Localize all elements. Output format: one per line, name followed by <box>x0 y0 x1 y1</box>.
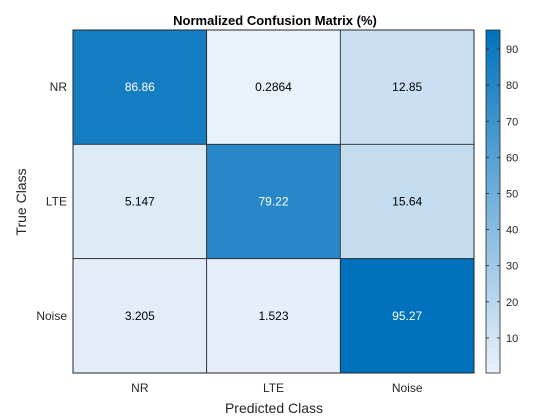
cell-value-label: 3.205 <box>125 309 155 323</box>
cell-value-label: 0.2864 <box>255 80 292 94</box>
colorbar-tick-label: 70 <box>506 116 518 128</box>
colorbar-tick-label: 40 <box>506 225 518 237</box>
cell-value-label: 86.86 <box>125 80 155 94</box>
x-tick-label: LTE <box>263 381 284 395</box>
colorbar-tick-label: 20 <box>506 297 518 309</box>
matrix-cells: 86.86 0.2864 12.85 5.147 79.22 15.64 3.205 1.52… <box>72 29 475 374</box>
cell-value-label: 12.85 <box>392 80 422 94</box>
y-tick-label: Noise <box>36 309 67 323</box>
y-tick-label: LTE <box>46 195 67 209</box>
colorbar-tick-label: 90 <box>506 44 518 56</box>
colorbar-tick-label: 30 <box>506 261 518 273</box>
x-tick-labels: NR LTE Noise <box>131 381 423 395</box>
colorbar-tick-label: 50 <box>506 188 518 200</box>
cell-value-label: 1.523 <box>258 309 288 323</box>
cell-LTE-NR <box>72 143 208 260</box>
colorbar-gradient <box>485 29 501 374</box>
cell-value-label: 5.147 <box>125 195 155 209</box>
y-tick-label: NR <box>50 80 68 94</box>
cell-LTE-LTE <box>206 143 341 260</box>
cell-LTE-Noise <box>339 143 475 260</box>
colorbar-tick-label: 80 <box>506 80 518 92</box>
cell-NR-NR <box>72 29 208 145</box>
x-axis-label: Predicted Class <box>225 400 323 416</box>
x-tick-label: NR <box>131 381 149 395</box>
chart-title: Normalized Confusion Matrix (%) <box>173 13 377 28</box>
cell-Noise-NR <box>72 258 208 374</box>
cell-value-label: 95.27 <box>392 309 422 323</box>
x-tick-label: Noise <box>392 381 423 395</box>
colorbar: 10 20 30 40 50 60 70 80 90 <box>485 29 518 374</box>
cell-NR-LTE <box>206 29 341 145</box>
colorbar-tick-label: 60 <box>506 152 518 164</box>
y-tick-labels: NR LTE Noise <box>36 80 67 323</box>
y-axis-label: True Class <box>13 168 29 235</box>
cell-value-label: 15.64 <box>392 195 422 209</box>
cell-Noise-LTE <box>206 258 341 374</box>
colorbar-tick-label: 10 <box>506 333 518 345</box>
plot-border <box>72 29 475 374</box>
cell-value-label: 79.22 <box>258 195 288 209</box>
